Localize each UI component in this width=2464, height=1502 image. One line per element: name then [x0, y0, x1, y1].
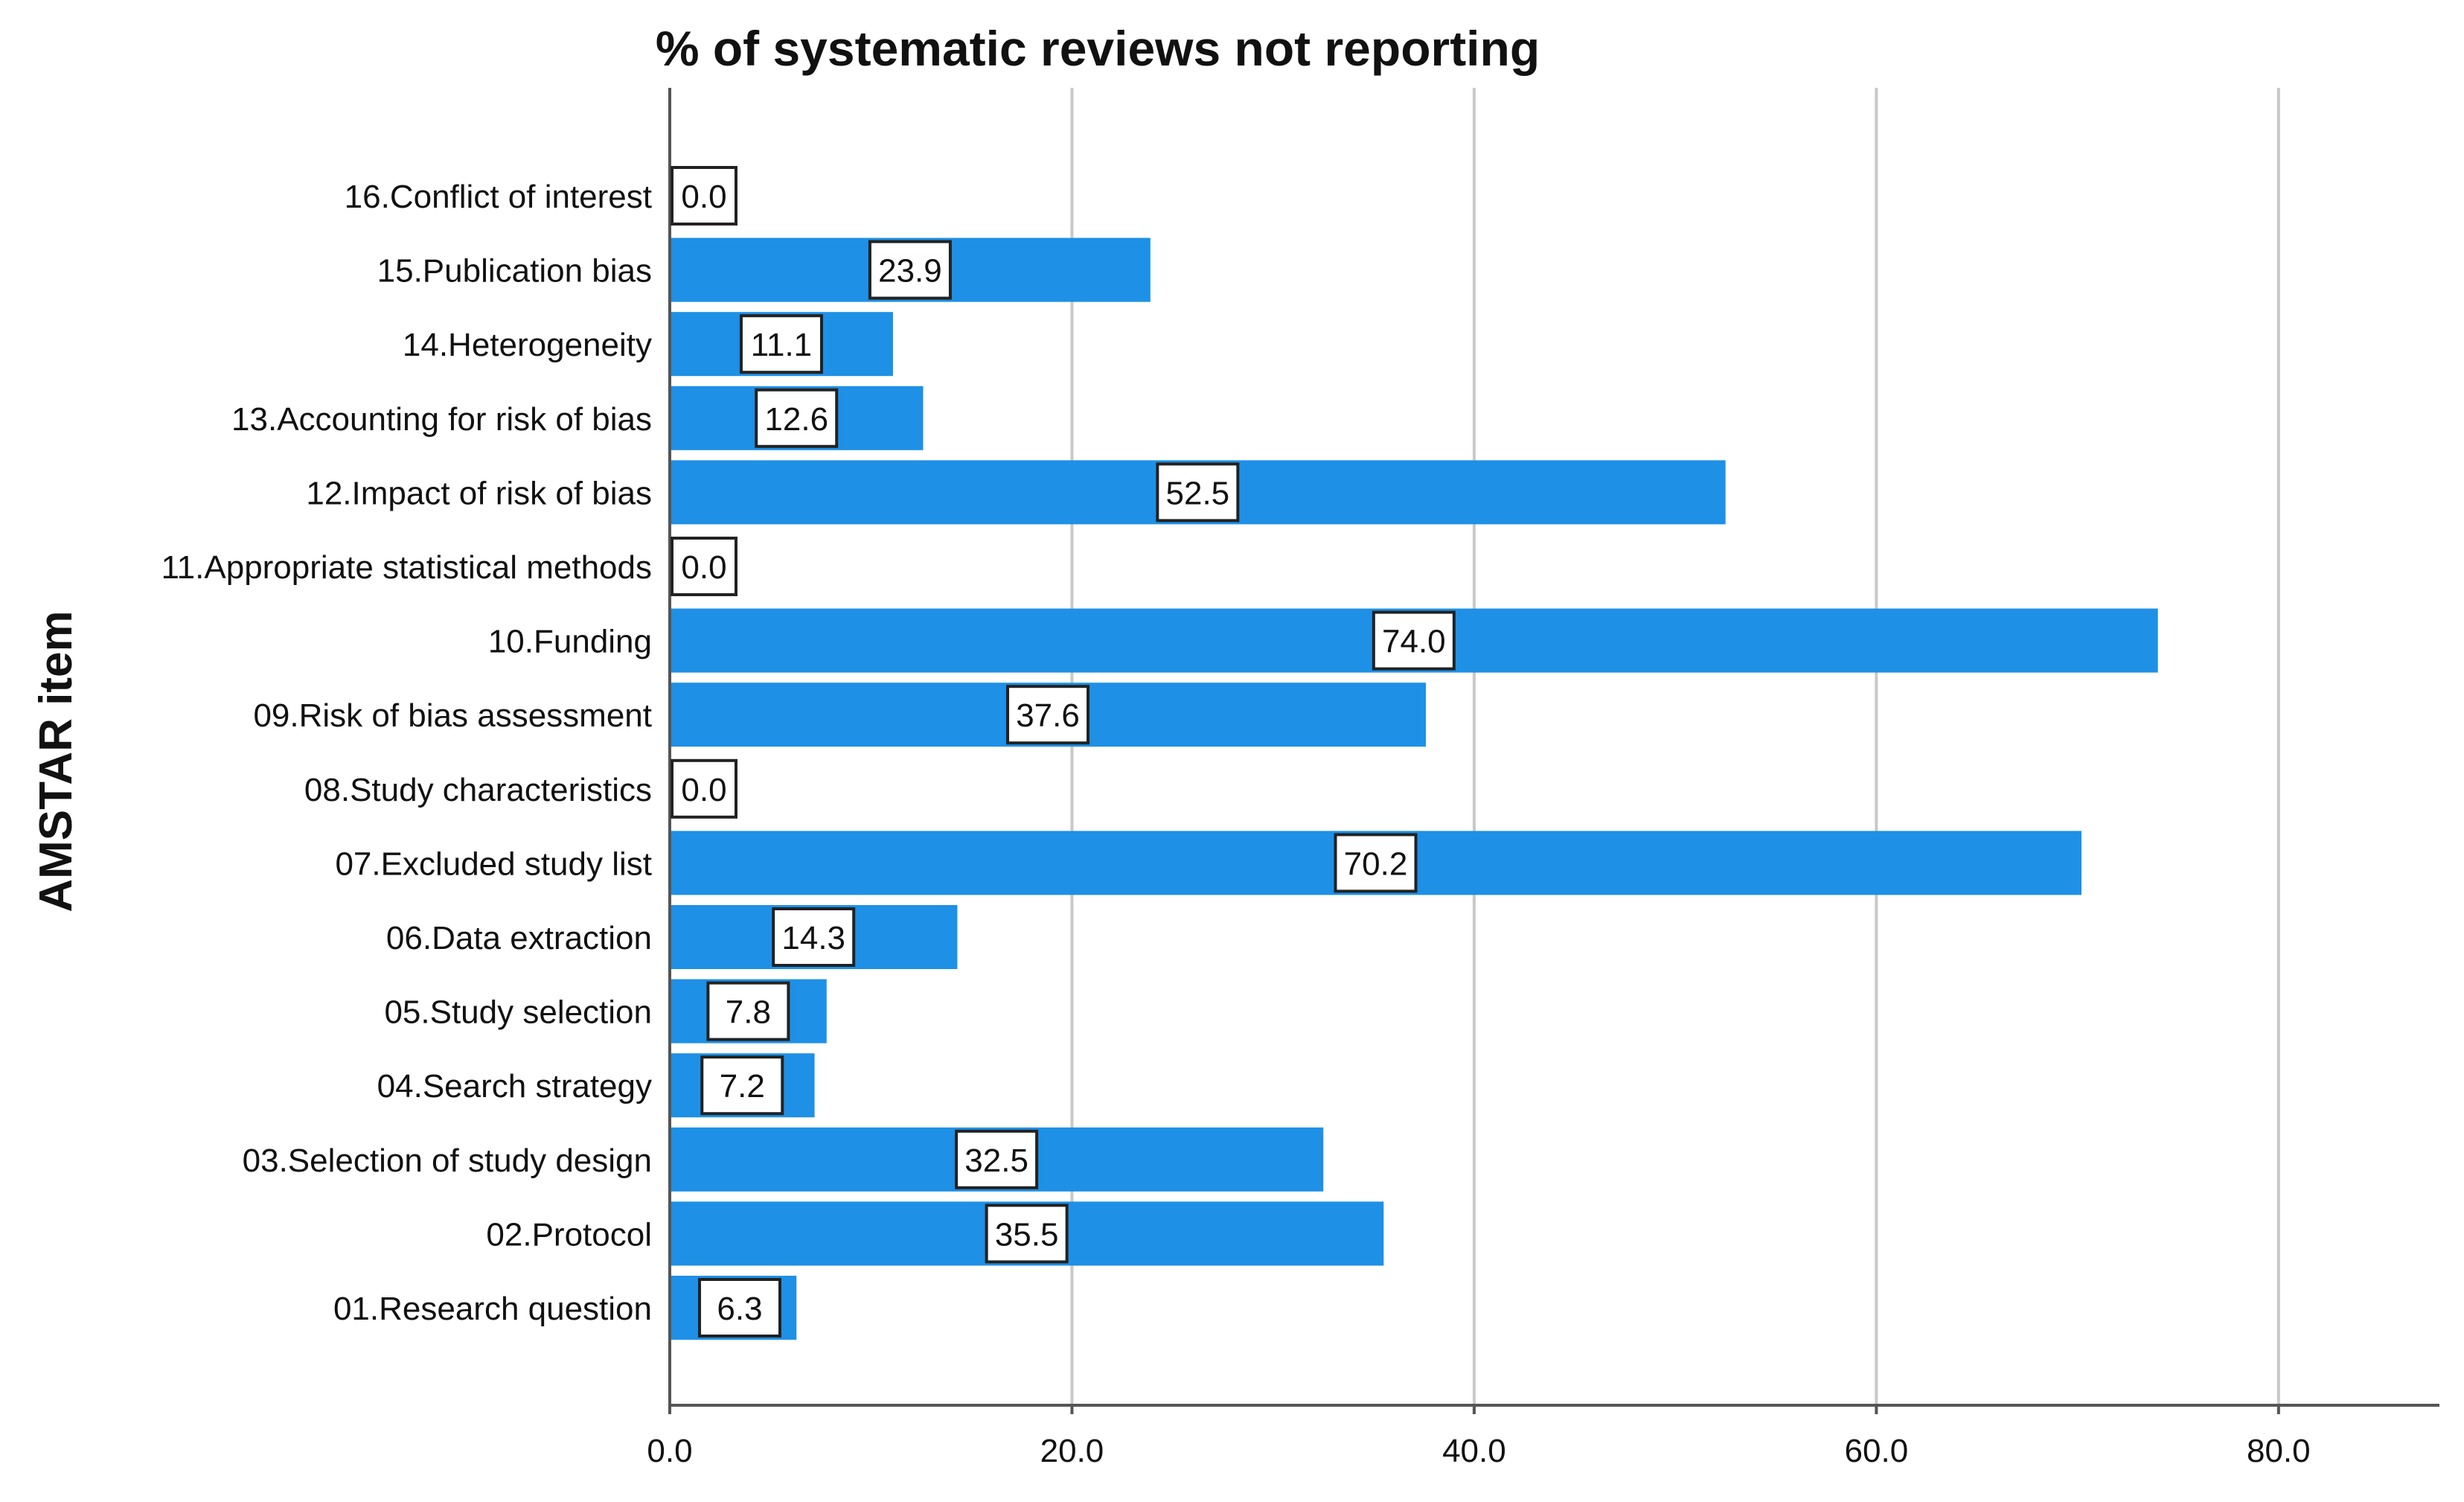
data-label: 74.0 — [1382, 624, 1446, 660]
data-label-box — [772, 907, 856, 967]
data-label: 70.2 — [1344, 846, 1408, 882]
data-label-box — [1372, 610, 1456, 671]
data-label-box — [1006, 685, 1090, 745]
category-label: 05.Study selection — [384, 994, 652, 1031]
data-label: 35.5 — [995, 1216, 1059, 1253]
category-label: 06.Data extraction — [386, 920, 652, 956]
data-label-box — [868, 240, 952, 300]
data-label-box — [1156, 462, 1240, 522]
x-tick-label: 60.0 — [1845, 1433, 1909, 1469]
chart-title: % of systematic reviews not reporting — [656, 21, 1540, 76]
category-label: 02.Protocol — [486, 1216, 652, 1253]
data-label: 12.6 — [764, 401, 828, 438]
category-label: 09.Risk of bias assessment — [253, 697, 652, 734]
data-label: 11.1 — [751, 327, 812, 363]
data-label: 6.3 — [717, 1291, 762, 1327]
axes — [668, 88, 2439, 1414]
data-label: 14.3 — [781, 920, 845, 956]
category-label: 16.Conflict of interest — [345, 179, 652, 215]
data-label: 23.9 — [878, 253, 942, 290]
data-label: 52.5 — [1166, 475, 1230, 511]
labels: 0.0 20.0 40.0 60.0 80.0 16.Conflict of intere… — [161, 166, 2311, 1469]
x-tick-label: 0.0 — [647, 1433, 692, 1469]
category-label: 04.Search strategy — [377, 1068, 652, 1105]
data-label: 37.6 — [1016, 697, 1080, 734]
category-label: 15.Publication bias — [377, 253, 652, 290]
data-label-box — [671, 537, 737, 596]
data-label-box — [739, 314, 823, 374]
x-tick-label: 80.0 — [2247, 1433, 2311, 1469]
category-label: 07.Excluded study list — [335, 846, 652, 882]
data-label-box — [955, 1129, 1039, 1189]
y-axis-label: AMSTAR item — [31, 610, 82, 912]
x-tick-label: 40.0 — [1442, 1433, 1506, 1469]
category-label: 11.Appropriate statistical methods — [161, 549, 652, 586]
bars — [670, 237, 2158, 1340]
category-label: 13.Accounting for risk of bias — [231, 401, 652, 438]
data-label: 0.0 — [681, 179, 726, 215]
data-label-box — [700, 1055, 784, 1116]
category-label: 12.Impact of risk of bias — [306, 475, 652, 511]
category-label: 14.Heterogeneity — [403, 327, 652, 363]
data-label-box — [985, 1204, 1069, 1264]
category-label: 01.Research question — [333, 1291, 652, 1327]
data-label-box — [698, 1278, 781, 1338]
x-tick-label: 20.0 — [1040, 1433, 1104, 1469]
data-label: 7.2 — [720, 1068, 765, 1105]
category-label: 03.Selection of study design — [243, 1143, 652, 1179]
data-label-box — [755, 388, 839, 448]
data-label: 0.0 — [681, 549, 726, 586]
category-label: 10.Funding — [488, 624, 652, 660]
category-label: 08.Study characteristics — [304, 772, 652, 808]
data-label-box — [671, 758, 737, 819]
data-label: 0.0 — [681, 772, 726, 808]
data-label: 7.8 — [726, 994, 771, 1031]
data-label-box — [706, 981, 790, 1041]
data-label-box — [1334, 833, 1418, 893]
data-label-box — [671, 166, 737, 226]
data-label: 32.5 — [964, 1143, 1028, 1179]
